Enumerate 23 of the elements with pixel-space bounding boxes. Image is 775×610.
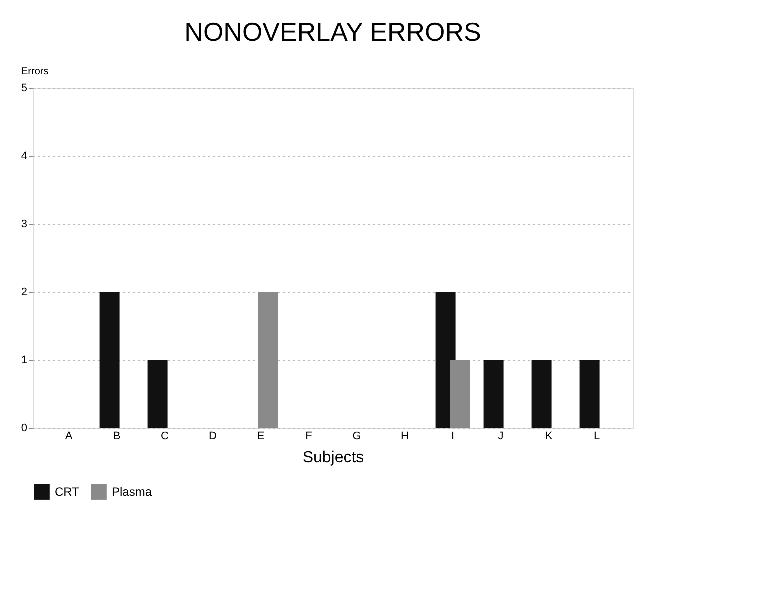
y-axis-title: Errors: [22, 66, 49, 78]
y-tick-label: 1: [21, 354, 28, 366]
x-tick-label: A: [65, 430, 74, 442]
x-tick-label: G: [352, 430, 362, 442]
y-tick-label: 4: [21, 150, 28, 162]
chart-title: NONOVERLAY ERRORS: [184, 17, 482, 47]
y-tick-label: 0: [21, 422, 28, 434]
x-tick-label: D: [209, 430, 218, 442]
legend-label: CRT: [55, 485, 80, 500]
y-tick-label: 2: [21, 286, 28, 298]
y-tick-label: 3: [21, 218, 28, 230]
x-tick-label: B: [113, 430, 121, 442]
x-tick-label: I: [451, 430, 455, 442]
x-tick-label: H: [401, 430, 410, 442]
x-axis-title: Subjects: [302, 450, 364, 466]
x-tick-label: L: [594, 430, 600, 442]
x-tick-label: E: [257, 430, 265, 442]
x-tick-label: J: [498, 430, 504, 442]
x-tick-label: F: [306, 430, 313, 442]
y-tick-label: 5: [21, 82, 28, 94]
x-tick-label: C: [161, 430, 170, 442]
x-tick-label: K: [545, 430, 554, 442]
legend-label: Plasma: [112, 485, 152, 500]
